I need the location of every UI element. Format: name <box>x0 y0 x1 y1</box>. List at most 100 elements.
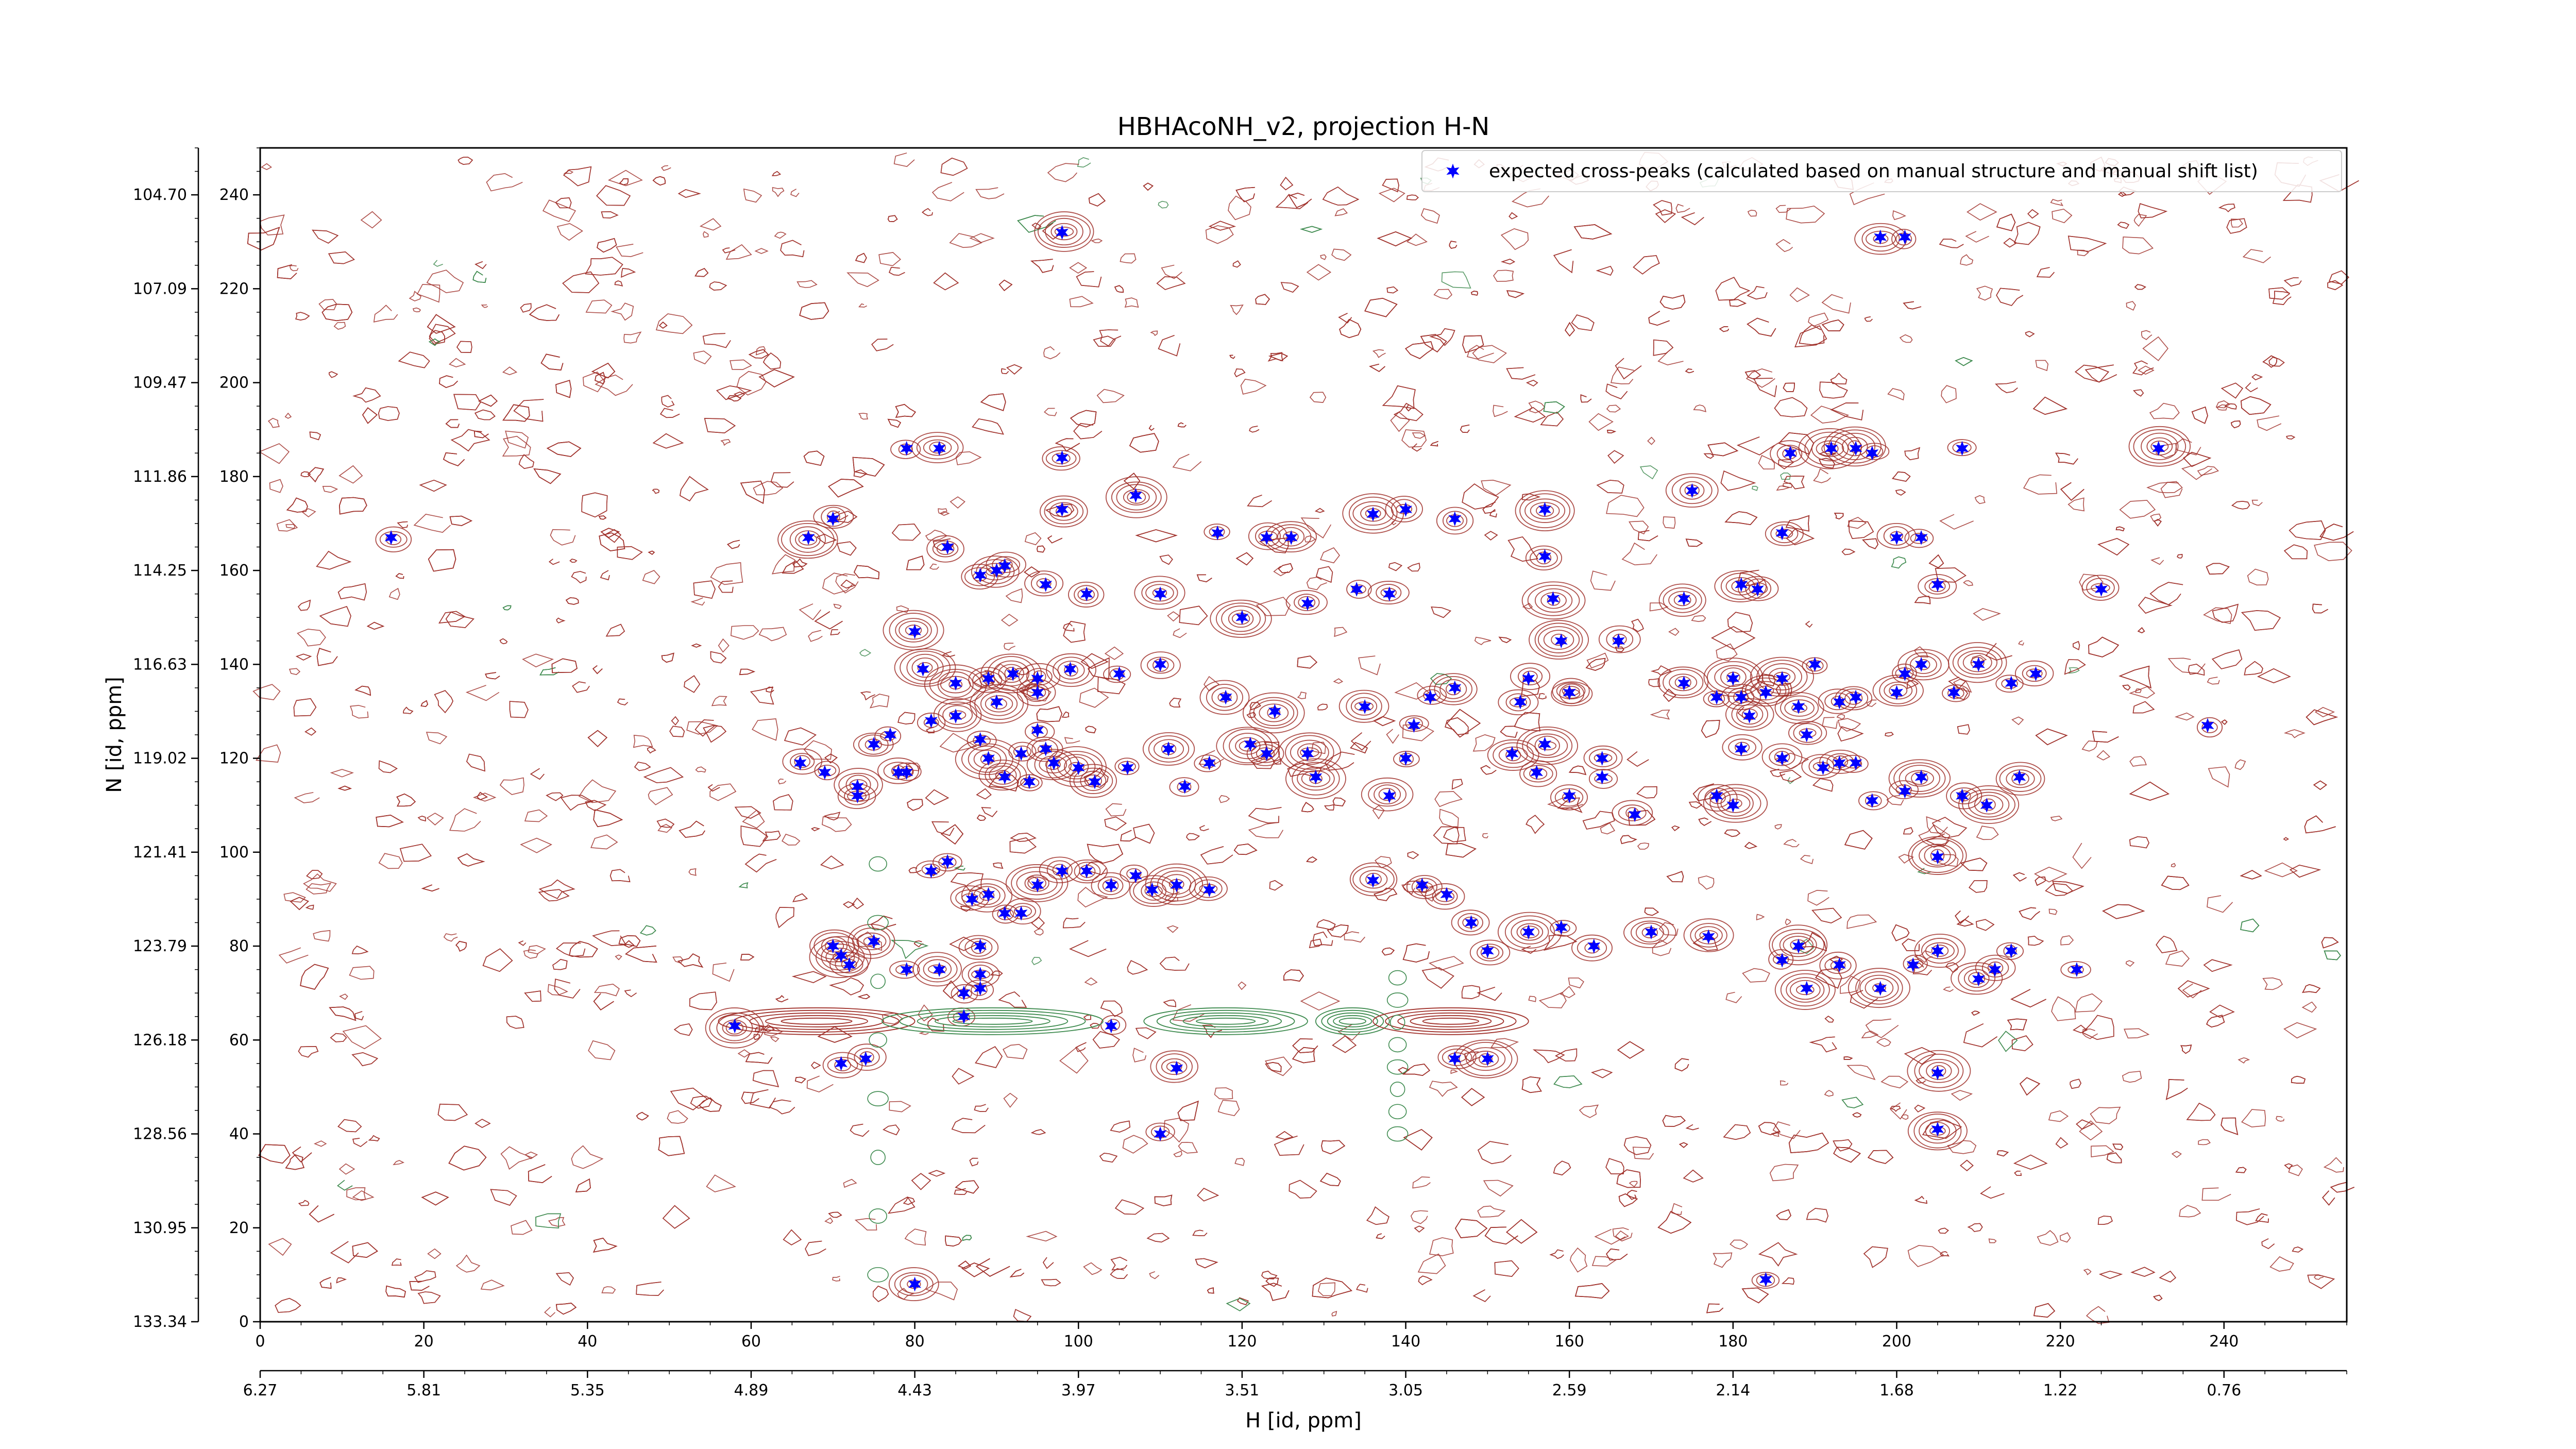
noise-contour <box>2051 996 2076 1021</box>
ridge-contour <box>1386 1059 1409 1075</box>
cross-peak-marker <box>1914 530 1928 545</box>
noise-contour <box>2304 815 2336 834</box>
noise-contour <box>1273 566 1289 577</box>
peak-contour <box>923 959 952 980</box>
noise-contour <box>396 793 416 807</box>
noise-contour <box>1255 294 1270 305</box>
peak-contour <box>979 890 995 901</box>
noise-contour <box>1083 1262 1103 1275</box>
noise-contour <box>972 418 1004 435</box>
peak-contour <box>1756 660 1808 694</box>
noise-contour <box>1668 628 1680 636</box>
noise-contour <box>1484 1226 1518 1245</box>
noise-contour <box>300 964 329 990</box>
noise-contour <box>2261 1238 2275 1250</box>
noise-contour <box>794 1076 806 1084</box>
noise-contour <box>758 627 787 642</box>
noise-contour <box>2129 781 2170 801</box>
noise-contour <box>662 1205 690 1229</box>
peak-contour <box>1942 684 1970 702</box>
peak-contour <box>1436 507 1474 535</box>
noise-contour <box>1758 1242 1798 1267</box>
noise-contour <box>502 366 518 375</box>
noise-contour <box>2112 1143 2124 1151</box>
noise-contour <box>2007 1018 2027 1031</box>
noise-contour <box>2241 1109 2266 1127</box>
noise-contour <box>1374 887 1398 901</box>
noise-contour <box>556 223 583 241</box>
noise-contour <box>1998 1031 2018 1052</box>
noise-contour <box>1462 335 1484 353</box>
noise-contour <box>2119 665 2151 689</box>
peak-contour <box>1907 958 1924 969</box>
peak-contour <box>1346 693 1382 720</box>
noise-contour <box>338 465 363 484</box>
peak-contour <box>1974 795 2004 815</box>
noise-contour <box>277 264 297 279</box>
noise-contour <box>1648 678 1660 687</box>
peak-contour <box>928 964 947 974</box>
noise-contour <box>1208 221 1236 231</box>
peak-contour <box>890 440 921 459</box>
peak-contour <box>1770 524 1799 544</box>
noise-contour <box>960 906 972 912</box>
noise-contour <box>1848 520 1874 540</box>
cross-peak-marker <box>900 441 913 456</box>
noise-contour <box>329 1006 357 1021</box>
peak-contour <box>1451 909 1490 936</box>
noise-contour <box>1443 827 1466 843</box>
noise-contour <box>312 229 339 244</box>
peak-contour <box>1013 905 1032 917</box>
noise-contour <box>261 163 272 170</box>
noise-contour <box>1059 1047 1089 1074</box>
peak-contour <box>2022 665 2047 682</box>
noise-contour <box>2221 1117 2239 1135</box>
noise-contour <box>1808 312 1829 327</box>
noise-contour <box>506 1016 524 1029</box>
noise-contour <box>636 1111 649 1121</box>
noise-contour <box>1261 1270 1278 1279</box>
noise-contour <box>1800 855 1814 865</box>
noise-contour <box>689 991 717 1010</box>
noise-contour <box>888 266 905 276</box>
noise-contour <box>625 946 657 963</box>
noise-contour <box>1507 536 1538 562</box>
noise-contour <box>548 1217 566 1227</box>
noise-contour <box>1013 1309 1032 1322</box>
noise-contour <box>927 1017 944 1032</box>
peak-contour <box>1374 784 1401 805</box>
noise-contour <box>316 648 338 666</box>
peak-contour <box>1658 583 1706 617</box>
peak-contour <box>1635 922 1664 943</box>
noise-contour <box>1350 732 1371 751</box>
noise-contour <box>1382 385 1416 409</box>
peak-contour <box>1045 217 1083 246</box>
cross-peak-marker <box>1047 755 1061 771</box>
noise-contour <box>1474 636 1492 645</box>
cross-peak-marker <box>998 769 1011 785</box>
noise-contour <box>1506 290 1525 298</box>
peak-contour <box>1429 673 1478 705</box>
noise-contour <box>1639 465 1658 480</box>
peak-contour <box>1376 584 1402 602</box>
noise-contour <box>1713 1252 1733 1268</box>
y2-tick-label: 104.70 <box>133 186 187 204</box>
noise-contour <box>2119 500 2156 519</box>
noise-contour <box>2050 815 2063 821</box>
noise-contour <box>448 1145 487 1171</box>
x2-tick-label: 3.05 <box>1388 1381 1423 1400</box>
noise-contour <box>2117 191 2127 197</box>
noise-contour <box>518 454 535 469</box>
noise-contour <box>1573 224 1613 240</box>
noise-contour <box>703 725 727 743</box>
noise-contour <box>2207 895 2233 913</box>
cross-peak-marker <box>949 676 962 691</box>
noise-contour <box>1657 351 1684 366</box>
cross-peak-marker <box>1972 971 1985 987</box>
noise-contour <box>888 1196 916 1214</box>
cross-peak-marker <box>728 1018 741 1034</box>
noise-contour <box>1099 329 1122 347</box>
peak-contour <box>1521 581 1586 620</box>
noise-contour <box>2313 780 2327 790</box>
noise-contour <box>1412 1176 1431 1189</box>
